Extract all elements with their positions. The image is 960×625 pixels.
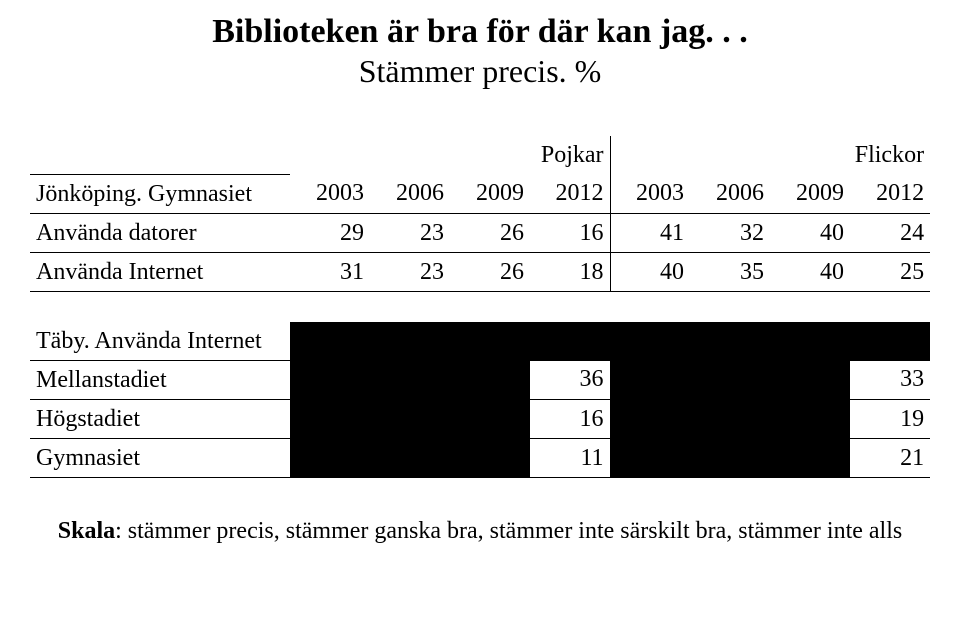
black-cell [290,400,530,439]
section2-header-label: Täby. Använda Internet [30,322,290,361]
cell: 11 [530,439,610,478]
row-label: Använda datorer [30,214,290,253]
row-label: Gymnasiet [30,439,290,478]
cell: 23 [370,253,450,292]
page-title: Biblioteken är bra för där kan jag. . . [30,12,930,51]
header-blank [30,136,290,175]
table-header-years: Jönköping. Gymnasiet 2003 2006 2009 2012… [30,175,930,214]
cell: 33 [850,361,930,400]
year-cell: 2012 [850,175,930,214]
table-row: Högstadiet 16 19 [30,400,930,439]
black-cell [290,322,930,361]
cell: 29 [290,214,370,253]
cell: 40 [610,253,690,292]
black-cell [290,361,530,400]
page: Biblioteken är bra för där kan jag. . . … [0,0,960,625]
section2-header: Täby. Använda Internet [30,322,930,361]
cell: 21 [850,439,930,478]
black-cell [610,361,850,400]
year-cell: 2009 [770,175,850,214]
row-header-label: Jönköping. Gymnasiet [30,175,290,214]
cell: 19 [850,400,930,439]
table-row: Gymnasiet 11 21 [30,439,930,478]
footnote-lead: Skala [58,518,115,544]
spacer-row [30,292,930,323]
table-row: Använda datorer 29 23 26 16 41 32 40 24 [30,214,930,253]
cell: 18 [530,253,610,292]
data-table: Pojkar Flickor Jönköping. Gymnasiet 2003… [30,136,930,478]
table-row: Använda Internet 31 23 26 18 40 35 40 25 [30,253,930,292]
black-cell [610,400,850,439]
table-header-groups: Pojkar Flickor [30,136,930,175]
group-label-right: Flickor [610,136,930,175]
footnote-rest: : stämmer precis, stämmer ganska bra, st… [115,518,902,544]
group-label-left: Pojkar [290,136,610,175]
cell: 25 [850,253,930,292]
row-label: Högstadiet [30,400,290,439]
cell: 23 [370,214,450,253]
cell: 36 [530,361,610,400]
cell: 40 [770,214,850,253]
cell: 31 [290,253,370,292]
cell: 16 [530,214,610,253]
year-cell: 2009 [450,175,530,214]
table-row: Mellanstadiet 36 33 [30,361,930,400]
year-cell: 2012 [530,175,610,214]
cell: 24 [850,214,930,253]
cell: 32 [690,214,770,253]
cell: 41 [610,214,690,253]
row-label: Använda Internet [30,253,290,292]
cell: 40 [770,253,850,292]
page-subtitle: Stämmer precis. % [30,53,930,90]
year-cell: 2006 [690,175,770,214]
year-cell: 2003 [610,175,690,214]
cell: 26 [450,214,530,253]
cell: 35 [690,253,770,292]
row-label: Mellanstadiet [30,361,290,400]
year-cell: 2003 [290,175,370,214]
black-cell [290,439,530,478]
cell: 16 [530,400,610,439]
black-cell [610,439,850,478]
footnote: Skala: stämmer precis, stämmer ganska br… [30,518,930,545]
year-cell: 2006 [370,175,450,214]
cell: 26 [450,253,530,292]
